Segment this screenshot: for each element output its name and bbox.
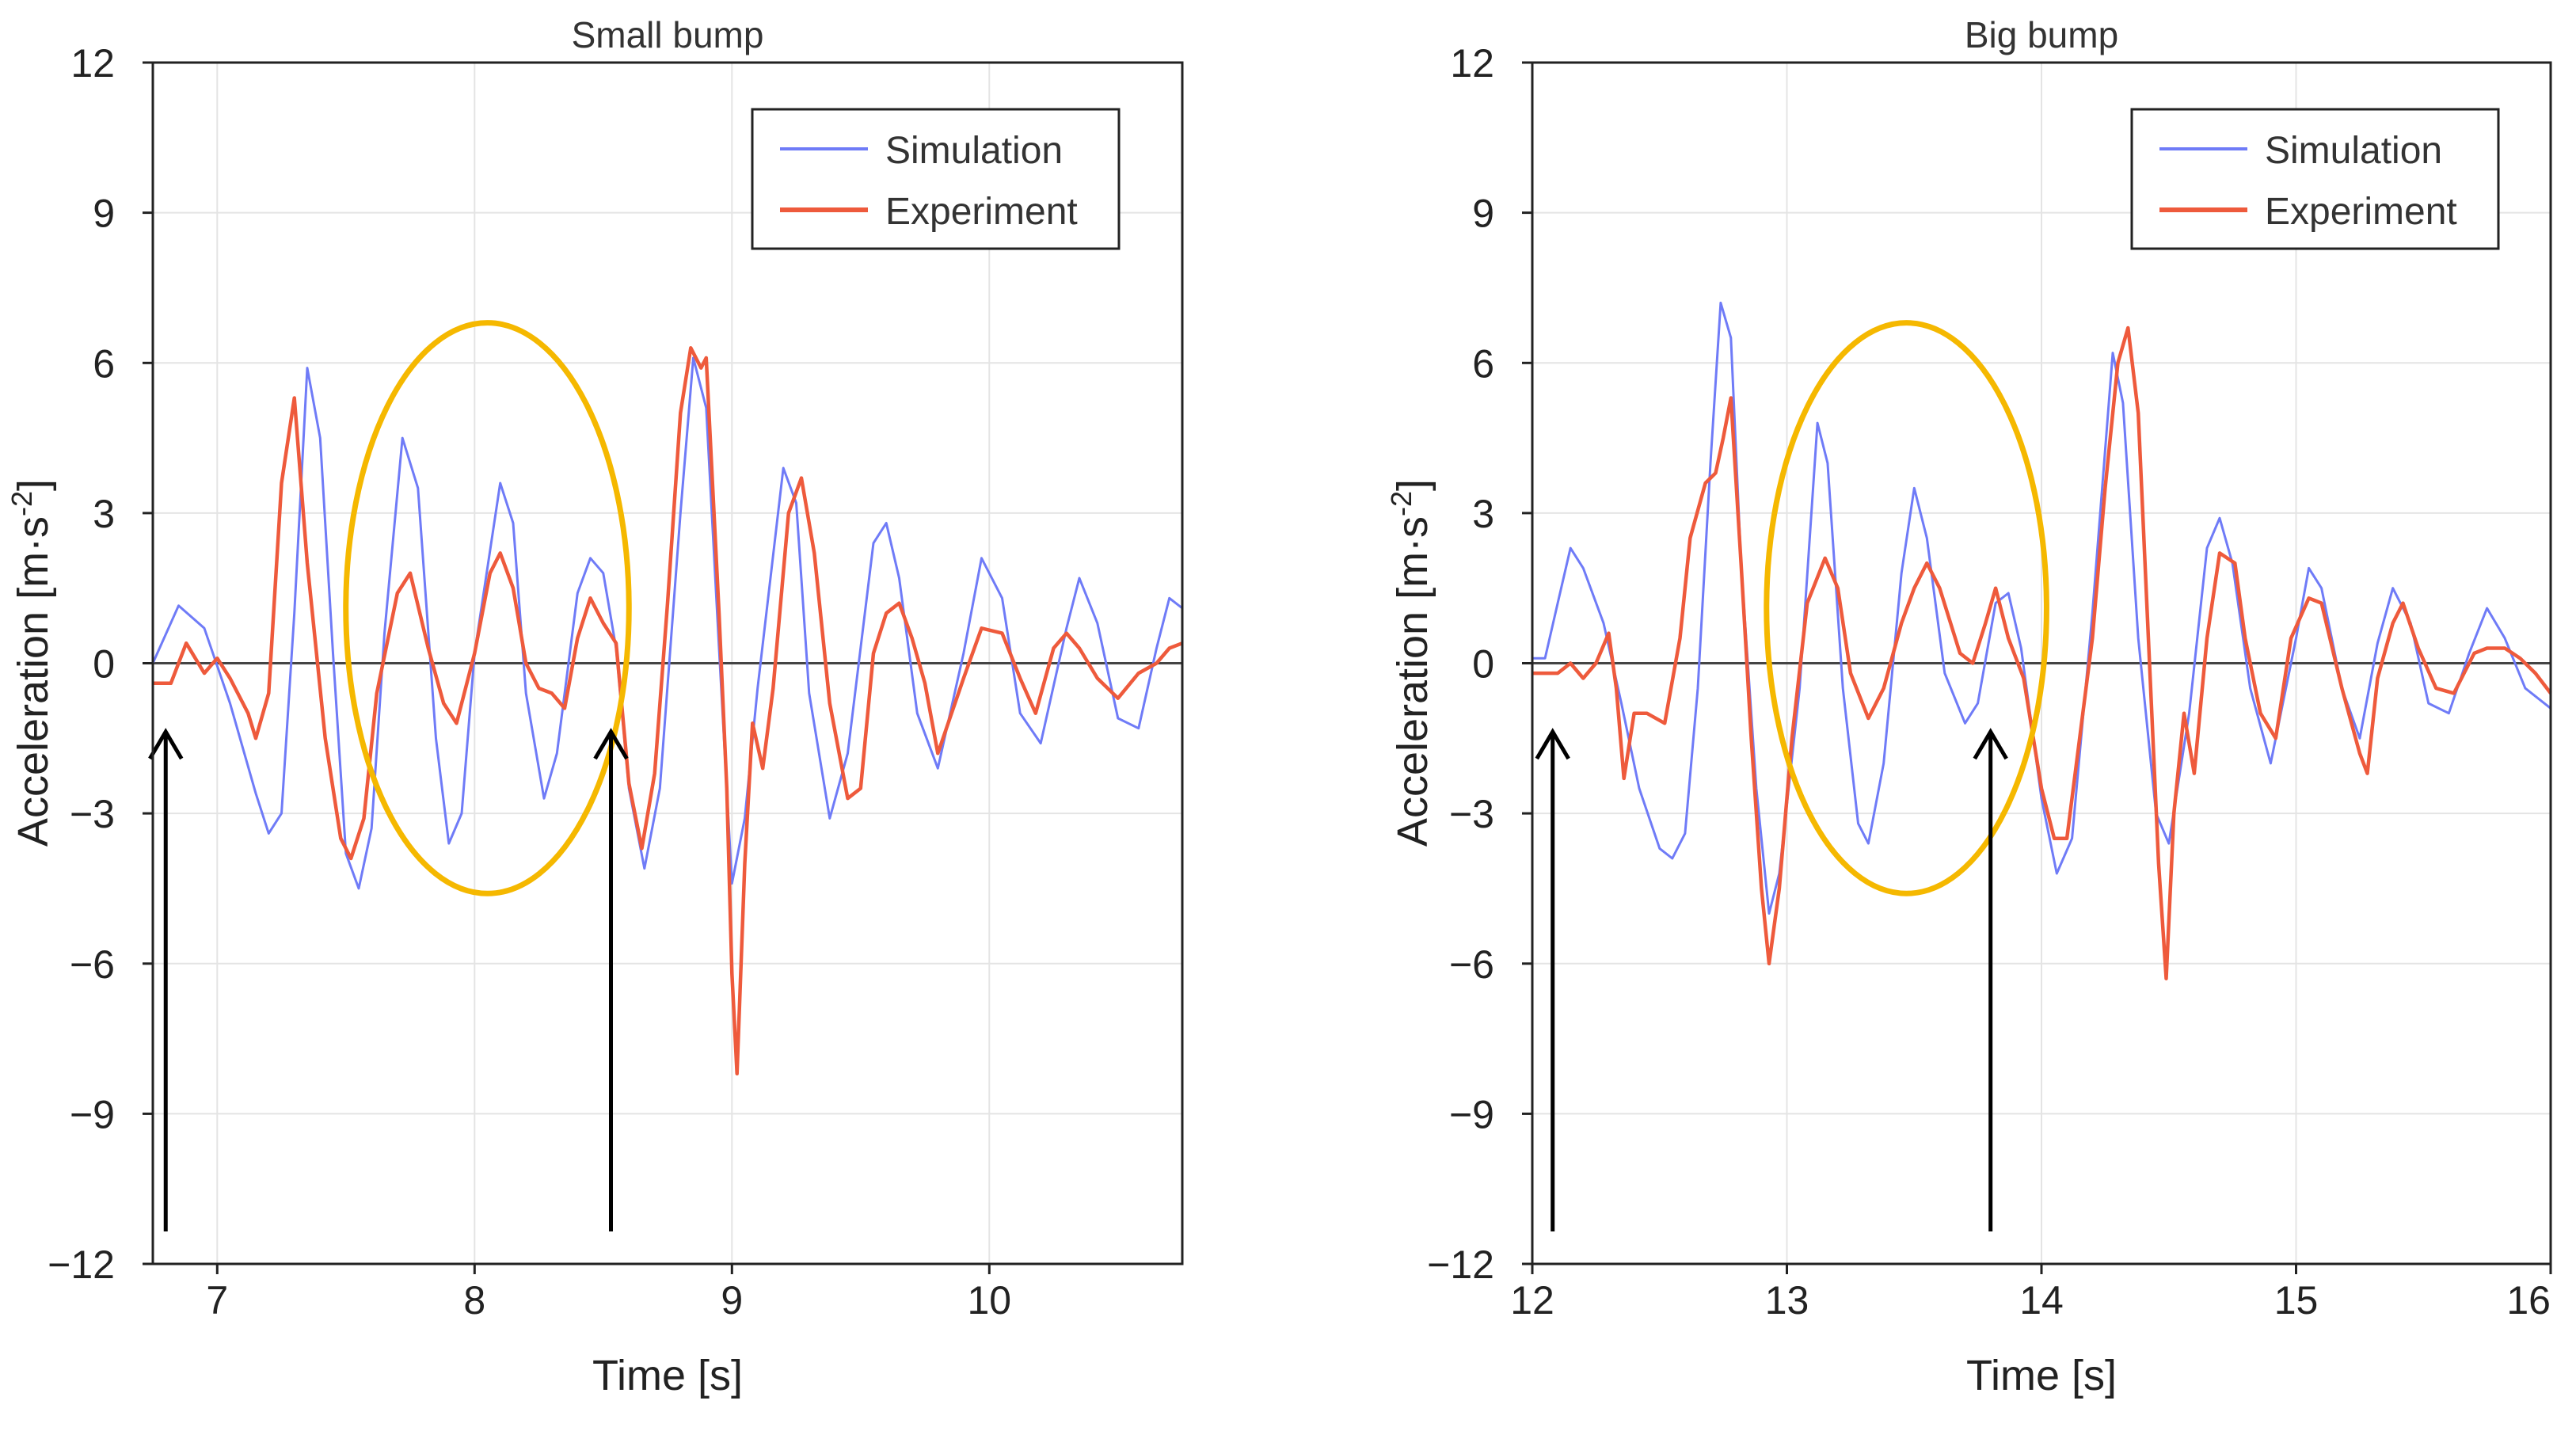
y-axis-label-sup: -2	[1385, 491, 1417, 516]
y-tick-label: 3	[93, 492, 115, 536]
arrow-head	[1973, 728, 2008, 760]
arrow-annotations	[1535, 728, 2008, 1231]
y-tick-label: 12	[70, 41, 115, 86]
y-tick-label: −12	[1427, 1243, 1494, 1287]
x-tick-label: 14	[2019, 1278, 2064, 1323]
x-axis-label: Time [s]	[592, 1352, 743, 1399]
y-tick-label: −6	[70, 942, 115, 987]
y-tick-label: 3	[1472, 492, 1494, 536]
y-tick-label: 9	[1472, 192, 1494, 236]
arrow-annotations	[148, 728, 629, 1231]
series-line-simulation	[151, 356, 1183, 890]
x-tick-label: 13	[1765, 1278, 1809, 1323]
y-axis: 12 9 6 3 0 −3 −6 −9 −12 Acceleration [m·…	[6, 41, 153, 1287]
legend-label-experiment: Experiment	[885, 191, 1078, 233]
panel-small-bump: Small bump	[6, 14, 1184, 1399]
legend-label-simulation: Simulation	[885, 130, 1063, 172]
y-tick-label: −9	[70, 1092, 115, 1136]
arrow-head	[1535, 728, 1570, 760]
x-tick-label: 8	[463, 1278, 485, 1323]
y-tick-label: 6	[93, 341, 115, 386]
y-tick-label: −12	[48, 1243, 115, 1287]
x-axis: 12 13 14 15 16 Time [s]	[1510, 1264, 2552, 1399]
y-grid	[1532, 211, 2551, 1115]
legend: Simulation Experiment	[2130, 108, 2500, 250]
highlight-ellipse	[343, 320, 632, 896]
chart-title: Small bump	[572, 14, 764, 55]
legend-box	[2130, 108, 2500, 250]
x-tick-label: 10	[967, 1278, 1011, 1323]
chart-title: Big bump	[1965, 14, 2118, 55]
legend-label-experiment: Experiment	[2265, 191, 2457, 233]
x-tick-label: 15	[2274, 1278, 2319, 1323]
y-axis-label-main: Acceleration [m·s	[1389, 516, 1436, 847]
x-tick-label: 7	[206, 1278, 228, 1323]
x-tick-label: 16	[2506, 1278, 2551, 1323]
y-tick-label: 0	[1472, 642, 1494, 687]
series-line-experiment	[153, 346, 1183, 1076]
x-tick-label: 12	[1510, 1278, 1554, 1323]
panel-big-bump: Big bump	[1385, 14, 2552, 1399]
series-group	[151, 346, 1183, 1076]
y-tick-label: −3	[70, 792, 115, 836]
legend-box	[751, 108, 1121, 250]
legend: Simulation Experiment	[751, 108, 1121, 250]
y-tick-label: 6	[1472, 341, 1494, 386]
arrow-head	[593, 728, 629, 760]
y-axis: 12 9 6 3 0 −3 −6 −9 −12 Acceleration [m·…	[1385, 41, 1532, 1287]
y-tick-label: 9	[93, 192, 115, 236]
y-axis-label-main: Acceleration [m·s	[10, 516, 57, 847]
x-axis-label: Time [s]	[1966, 1352, 2117, 1399]
y-tick-label: −9	[1449, 1092, 1494, 1136]
legend-label-simulation: Simulation	[2265, 130, 2442, 172]
arrow-head	[148, 728, 184, 760]
y-tick-label: −6	[1449, 942, 1494, 987]
y-tick-label: 12	[1450, 41, 1494, 86]
y-tick-label: 0	[93, 642, 115, 687]
x-axis: 7 8 9 10 Time [s]	[206, 1264, 1011, 1399]
y-axis-label: Acceleration [m·s-2]	[6, 479, 57, 847]
y-axis-label: Acceleration [m·s-2]	[1385, 479, 1436, 847]
y-axis-label-end: ]	[1389, 479, 1436, 491]
highlight-ellipse	[1764, 320, 2049, 896]
y-tick-label: −3	[1449, 792, 1494, 836]
y-axis-label-sup: -2	[6, 491, 38, 516]
y-axis-label-end: ]	[10, 479, 57, 491]
x-tick-label: 9	[721, 1278, 743, 1323]
